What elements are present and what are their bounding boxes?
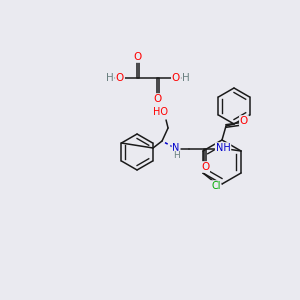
Text: O: O <box>201 162 209 172</box>
Text: O: O <box>240 116 248 126</box>
Text: O: O <box>154 94 162 104</box>
Text: O: O <box>172 73 180 83</box>
Text: NH: NH <box>216 143 230 153</box>
Text: O: O <box>116 73 124 83</box>
Text: O: O <box>134 52 142 62</box>
Text: H: H <box>173 152 179 160</box>
Text: Cl: Cl <box>211 181 221 191</box>
Text: HO: HO <box>153 107 168 117</box>
Text: H: H <box>182 73 190 83</box>
Text: H: H <box>106 73 114 83</box>
Text: N: N <box>172 143 180 153</box>
